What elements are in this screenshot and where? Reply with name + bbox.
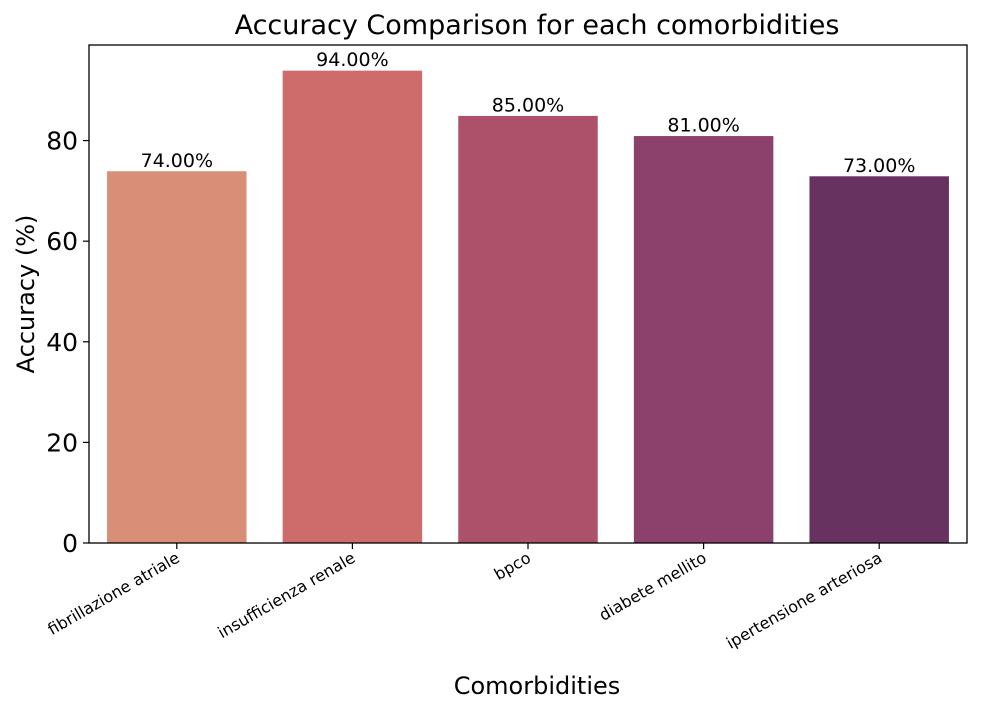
data-label-1: 94.00%: [316, 49, 388, 71]
bar-1: [281, 69, 424, 544]
chart-title: Accuracy Comparison for each comorbiditi…: [235, 10, 840, 41]
y-axis-label: Accuracy (%): [12, 215, 40, 374]
y-tick-label-1: 20: [46, 428, 78, 457]
x-tick-label-3: diabete mellito: [596, 548, 710, 625]
y-tick-label-2: 40: [46, 328, 78, 357]
x-tick-label-0: fibrillazione atriale: [44, 548, 182, 639]
bar-0: [106, 170, 248, 544]
y-tick-label-3: 60: [46, 227, 78, 256]
bar-2: [457, 114, 599, 544]
x-tick-label-1: insufficienza renale: [214, 548, 358, 642]
y-tick-label-0: 0: [62, 529, 78, 558]
x-tick-label-2: bpco: [491, 548, 534, 584]
data-label-4: 73.00%: [843, 155, 915, 177]
data-label-2: 85.00%: [492, 94, 564, 116]
plot-frame: [88, 44, 968, 544]
data-label-0: 74.00%: [141, 150, 213, 172]
x-axis-label: Comorbidities: [454, 672, 621, 700]
bar-3: [632, 135, 775, 544]
x-tick-label-4: ipertensione arteriosa: [723, 548, 885, 653]
y-tick-label-4: 80: [46, 127, 78, 156]
bar-4: [808, 175, 950, 544]
data-label-3: 81.00%: [667, 115, 739, 137]
